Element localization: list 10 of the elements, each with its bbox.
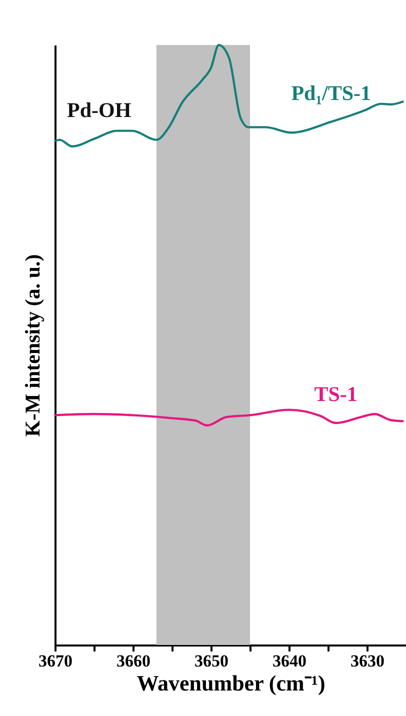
series-label: Pd₁/TS-1 <box>291 80 372 105</box>
x-tick-label: 3630 <box>350 652 384 670</box>
x-tick-label: 3660 <box>116 652 150 670</box>
series-label: TS-1 <box>314 382 358 406</box>
annotation: Pd-OH <box>67 98 132 122</box>
x-tick-label: 3670 <box>38 652 72 670</box>
x-axis-title: Wavenumber (cm⁻¹) <box>136 670 326 696</box>
x-tick-label: 3650 <box>194 652 228 670</box>
x-tick-label: 3640 <box>272 652 306 670</box>
y-axis-title: K-M intensity (a. u.) <box>20 254 44 437</box>
